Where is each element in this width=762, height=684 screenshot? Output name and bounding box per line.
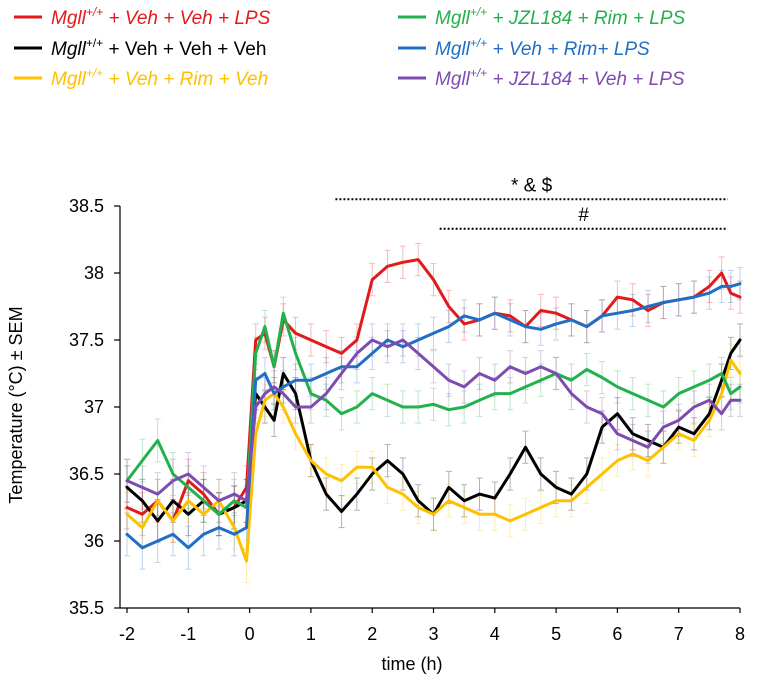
y-tick-label: 37 (84, 397, 104, 417)
series-lines (125, 258, 742, 563)
x-tick-label: 1 (306, 624, 316, 644)
legend-label: Mgll+/+ + Veh + Rim+ LPS (435, 36, 650, 60)
legend-item-4: Mgll+/+ + Veh + Rim+ LPS (398, 36, 650, 60)
significance-annotations: * & $ # (335, 175, 728, 230)
annotation-label-1: # (578, 205, 589, 226)
x-tick-label: 4 (490, 624, 500, 644)
legend-label: Mgll+/+ + JZL184 + Rim + LPS (435, 5, 686, 29)
legend-item-2: Mgll+/+ + Veh + Rim + Veh (14, 66, 268, 90)
x-tick-label: -2 (119, 624, 135, 644)
legend-gene: Mgll (435, 69, 471, 90)
x-tick-label: 8 (735, 624, 745, 644)
legend-genotype: +/+ (86, 5, 103, 19)
y-tick-label: 38 (84, 263, 104, 283)
series-line-5 (125, 338, 742, 503)
y-tick-label: 37.5 (69, 330, 104, 350)
x-tick-label: 5 (551, 624, 561, 644)
legend-label: Mgll+/+ + Veh + Veh + LPS (51, 5, 271, 29)
legend-genotype: +/+ (86, 36, 103, 50)
x-tick-label: 7 (674, 624, 684, 644)
y-tick-label: 35.5 (69, 598, 104, 618)
legend-gene: Mgll (51, 8, 87, 29)
series-line-4 (125, 282, 742, 550)
legend-label: Mgll+/+ + Veh + Veh + Veh (51, 36, 266, 60)
legend-treatment: + Veh + Veh + LPS (103, 8, 270, 29)
x-tick-label: 3 (428, 624, 438, 644)
legend-gene: Mgll (51, 39, 87, 60)
y-axis-title: Temperature (°C) ± SEM (6, 306, 26, 503)
legend-item-0: Mgll+/+ + Veh + Veh + LPS (14, 5, 271, 29)
legend-label: Mgll+/+ + Veh + Rim + Veh (51, 66, 268, 90)
x-tick-label: -1 (180, 624, 196, 644)
legend-treatment: + JZL184 + Rim + LPS (487, 8, 685, 29)
x-tick-label: 6 (612, 624, 622, 644)
legend-item-5: Mgll+/+ + JZL184 + Veh + LPS (398, 66, 685, 90)
legend-treatment: + Veh + Veh + Veh (103, 39, 266, 60)
y-tick-label: 38.5 (69, 196, 104, 216)
legend-treatment: + Veh + Rim+ LPS (487, 39, 650, 60)
y-tick-label: 36.5 (69, 464, 104, 484)
legend-label: Mgll+/+ + JZL184 + Veh + LPS (435, 66, 685, 90)
y-tick-label: 36 (84, 531, 104, 551)
series-line-1 (125, 338, 742, 523)
x-axis-title: time (h) (381, 654, 442, 674)
legend-item-3: Mgll+/+ + JZL184 + Rim + LPS (398, 5, 686, 29)
legend-genotype: +/+ (86, 66, 103, 80)
legend-gene: Mgll (435, 39, 471, 60)
legend-genotype: +/+ (470, 5, 487, 19)
legend-item-1: Mgll+/+ + Veh + Veh + Veh (14, 36, 266, 60)
legend-genotype: +/+ (470, 66, 487, 80)
x-tick-label: 2 (367, 624, 377, 644)
legend-treatment: + JZL184 + Veh + LPS (487, 69, 685, 90)
legend-genotype: +/+ (470, 36, 487, 50)
axes (119, 206, 740, 609)
legend-gene: Mgll (51, 69, 87, 90)
legend-treatment: + Veh + Rim + Veh (103, 69, 268, 90)
legend-gene: Mgll (435, 8, 471, 29)
series-line-3 (125, 311, 742, 516)
error-bars (124, 243, 743, 584)
annotation-label-0: * & $ (511, 175, 553, 196)
x-tick-label: 0 (245, 624, 255, 644)
axis-ticks: -2 -1 0 1 2 3 4 5 6 7 8 35.5 36 36.5 37 37.5 38 38.5 (69, 196, 745, 644)
